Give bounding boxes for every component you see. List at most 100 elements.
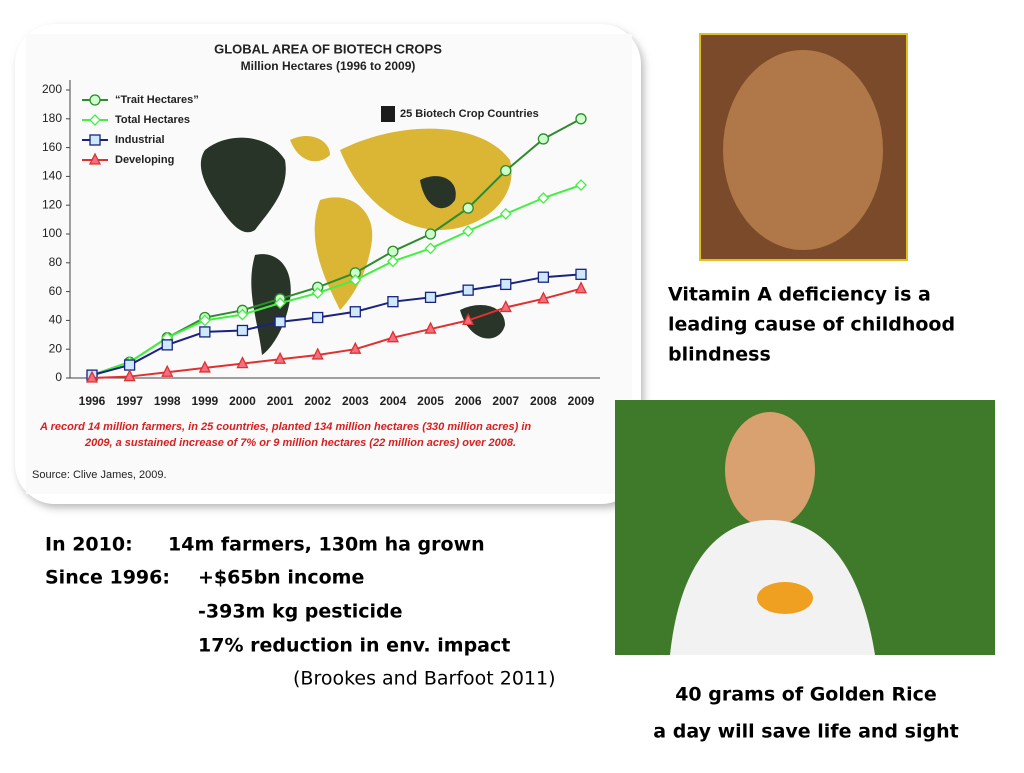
- point: [537, 133, 550, 145]
- y-tick-label: 0: [55, 370, 62, 384]
- caption: leading cause of childhood: [668, 314, 955, 336]
- legend-label: “Trait Hectares”: [115, 94, 199, 106]
- point: [274, 351, 287, 364]
- x-tick-label: 2004: [380, 394, 407, 408]
- y-tick-label: 40: [49, 313, 63, 327]
- point: [574, 281, 588, 294]
- point: [462, 225, 475, 238]
- y-tick-label: 60: [49, 284, 63, 298]
- point: [424, 242, 437, 255]
- point: [161, 339, 173, 351]
- point: [424, 321, 437, 334]
- x-tick-label: 2005: [417, 394, 444, 408]
- point: [462, 312, 475, 326]
- point: [386, 330, 399, 343]
- legend-label: Developing: [115, 154, 174, 166]
- x-tick-label: 2003: [342, 394, 369, 408]
- stat-text: 17% reduction in env. impact: [198, 635, 510, 657]
- legend-marker: [89, 114, 101, 126]
- series-line: [91, 287, 582, 379]
- point: [199, 326, 211, 338]
- x-tick-label: 2000: [229, 394, 256, 408]
- point: [424, 291, 437, 304]
- legend-marker: [89, 94, 101, 106]
- stat-text: +$65bn income: [198, 567, 364, 589]
- point: [387, 255, 399, 268]
- y-tick-label: 80: [49, 255, 63, 269]
- point: [424, 228, 437, 240]
- caption: blindness: [668, 344, 771, 366]
- x-tick-label: 2008: [530, 394, 557, 408]
- point: [274, 297, 286, 310]
- point: [123, 359, 136, 371]
- x-tick-label: 1999: [191, 394, 218, 408]
- series-line: [91, 184, 582, 377]
- citation: (Brookes and Barfoot 2011): [293, 668, 556, 690]
- x-tick-label: 1998: [154, 394, 181, 408]
- point: [123, 369, 136, 382]
- y-tick-label: 140: [42, 169, 62, 183]
- point: [462, 202, 474, 214]
- point: [311, 287, 324, 299]
- chart-title: GLOBAL AREA OF BIOTECH CROPS: [214, 41, 442, 56]
- point: [236, 324, 249, 337]
- point: [537, 271, 550, 283]
- point: [236, 308, 249, 321]
- point: [198, 314, 211, 327]
- legend-label: Total Hectares: [115, 114, 190, 126]
- legend-marker: [88, 152, 102, 165]
- y-tick-label: 160: [42, 140, 62, 154]
- stat-label: Since 1996:: [45, 567, 170, 589]
- x-tick-label: 2001: [267, 394, 294, 408]
- y-tick-label: 100: [42, 226, 62, 240]
- point: [198, 360, 211, 373]
- x-tick-label: 2006: [455, 394, 482, 408]
- y-tick-label: 20: [49, 341, 63, 355]
- x-tick-label: 1996: [79, 394, 106, 408]
- x-tick-label: 2002: [304, 394, 331, 408]
- caption: 40 grams of Golden Rice: [675, 684, 937, 706]
- point: [387, 245, 399, 257]
- point: [349, 274, 362, 286]
- series-line: [91, 273, 582, 377]
- caption: a day will save life and sight: [653, 721, 958, 743]
- chart-subtitle: Million Hectares (1996 to 2009): [241, 59, 416, 73]
- point: [575, 113, 587, 125]
- legend-label: Industrial: [115, 134, 165, 146]
- point: [274, 316, 286, 328]
- note-line: 2009, a sustained increase of 7% or 9 mi…: [84, 437, 516, 449]
- photo-rice-bowl: [757, 582, 813, 614]
- point: [500, 164, 512, 177]
- stat-label: In 2010:: [45, 534, 133, 556]
- caption: Vitamin A deficiency is a: [668, 284, 931, 306]
- point: [236, 356, 249, 369]
- point: [575, 268, 587, 280]
- photo-face: [723, 50, 883, 250]
- map-legend: 25 Biotech Crop Countries: [400, 108, 539, 120]
- point: [85, 370, 99, 383]
- point: [387, 296, 399, 308]
- point: [500, 278, 512, 291]
- point: [499, 299, 512, 313]
- y-tick-label: 120: [42, 197, 62, 211]
- legend-marker: [89, 134, 101, 146]
- x-tick-label: 2007: [492, 394, 519, 408]
- point: [537, 192, 550, 204]
- point: [312, 311, 324, 324]
- note-line: A record 14 million farmers, in 25 count…: [39, 421, 531, 433]
- point: [462, 284, 474, 296]
- point: [537, 291, 550, 304]
- source: Source: Clive James, 2009.: [32, 469, 167, 481]
- x-tick-label: 1997: [116, 394, 143, 408]
- point: [499, 207, 512, 220]
- point: [349, 306, 361, 318]
- y-tick-label: 180: [42, 111, 62, 125]
- point: [575, 179, 587, 191]
- stat-text: -393m kg pesticide: [198, 601, 402, 623]
- point: [349, 341, 362, 354]
- point: [161, 364, 174, 377]
- point: [311, 347, 324, 360]
- y-tick-label: 200: [42, 82, 62, 96]
